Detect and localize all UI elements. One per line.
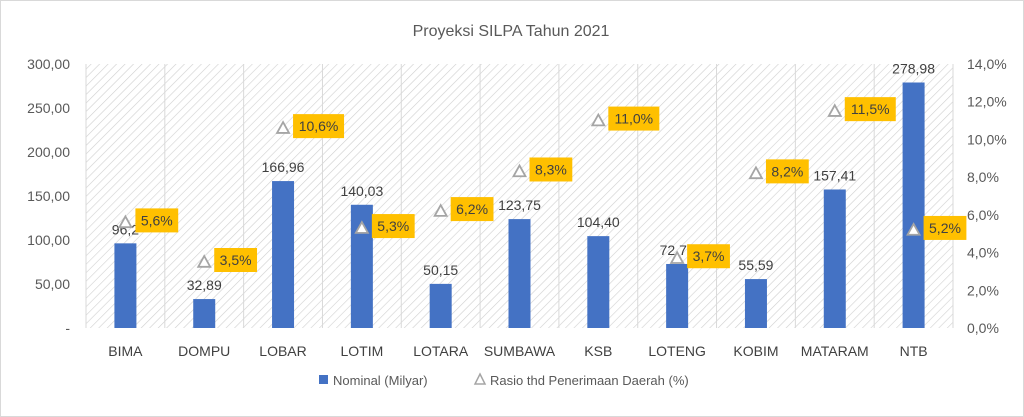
ratio-value-label: 5,6% [141, 212, 173, 228]
ratio-value-label: 10,6% [299, 118, 339, 134]
ratio-value-label: 8,2% [771, 163, 803, 179]
left-y-axis: - 50,00 100,00 150,00 200,00 250,00 300,00 [27, 56, 70, 336]
ratio-label-background [687, 244, 730, 269]
ratio-label-background [923, 215, 967, 240]
left-axis-tick-label: 300,00 [27, 56, 70, 72]
triangle-marker [117, 214, 133, 229]
left-axis-tick-label: 250,00 [27, 100, 70, 116]
bar-value-label: 32,89 [187, 277, 222, 293]
triangle-marker [748, 165, 764, 180]
triangle-marker [669, 250, 685, 264]
legend-label-nominal: Nominal (Milyar) [333, 373, 428, 388]
bar [902, 82, 925, 329]
triangle-marker [906, 222, 922, 236]
bar [508, 219, 531, 328]
bar-value-label: 50,15 [423, 262, 458, 278]
bar [666, 263, 689, 328]
bar [272, 181, 295, 328]
bar [429, 283, 452, 328]
bar [823, 189, 846, 328]
bar-value-label: 278,98 [892, 60, 935, 76]
left-axis-tick-label: 50,00 [35, 276, 70, 292]
category-label: NTB [900, 343, 928, 359]
bar-series [114, 82, 925, 329]
left-axis-tick-label: 150,00 [27, 188, 70, 204]
left-axis-tick-label: - [65, 320, 70, 336]
bar [350, 204, 373, 328]
category-label: KOBIM [733, 343, 778, 359]
category-label: LOTENG [648, 343, 706, 359]
bar-value-label: 140,03 [340, 183, 383, 199]
bar-value-label: 96,2 [112, 221, 139, 237]
category-label: LOTIM [340, 343, 383, 359]
bar [193, 299, 216, 328]
bar-value-label: 72,75 [660, 242, 695, 258]
category-label: SUMBAWA [484, 343, 556, 359]
x-axis: BIMA DOMPU LOBAR LOTIM LOTARA SUMBAWA KSB LOTEN… [108, 343, 927, 359]
bar [587, 236, 610, 328]
ratio-label-background [135, 208, 179, 233]
bar-value-label: 166,96 [262, 159, 305, 175]
ratio-value-label: 5,2% [929, 220, 961, 236]
triangle-marker [196, 254, 212, 268]
ratio-value-label: 3,7% [693, 248, 725, 264]
chart-title: Proyeksi SILPA Tahun 2021 [413, 23, 610, 40]
legend-label-ratio: Rasio thd Penerimaan Daerah (%) [490, 373, 689, 388]
ratio-label-background [844, 97, 896, 122]
legend-marker-ratio [473, 372, 487, 385]
ratio-label-background [450, 197, 494, 222]
category-label: LOBAR [259, 343, 306, 359]
bar [744, 279, 767, 328]
triangle-marker [433, 203, 449, 217]
triangle-marker [275, 120, 291, 134]
right-axis-tick-label: 2,0% [967, 282, 999, 298]
right-axis-tick-label: 12,0% [967, 94, 1007, 110]
category-label: DOMPU [178, 343, 230, 359]
ratio-value-label: 5,3% [377, 218, 409, 234]
category-label: LOTARA [413, 343, 469, 359]
category-label: KSB [584, 343, 612, 359]
ratio-value-label: 6,2% [456, 201, 488, 217]
ratio-label-background [765, 159, 809, 184]
ratio-value-label: 11,0% [614, 111, 653, 127]
bar-value-label: 123,75 [498, 197, 541, 213]
right-axis-tick-label: 8,0% [967, 169, 999, 185]
bar-value-label: 157,41 [813, 167, 856, 183]
ratio-label-background [529, 157, 573, 182]
left-axis-tick-label: 200,00 [27, 144, 70, 160]
left-axis-tick-label: 100,00 [27, 232, 70, 248]
legend: Nominal (Milyar) Rasio thd Penerimaan Dae… [319, 372, 689, 388]
right-axis-tick-label: 10,0% [967, 131, 1007, 147]
ratio-label-background [371, 214, 415, 239]
triangle-marker [827, 103, 843, 117]
right-axis-tick-label: 0,0% [967, 320, 999, 336]
ratio-label-background [293, 114, 345, 139]
ratio-value-label: 3,5% [220, 252, 252, 268]
ratio-series: 5,6% 3,5% 10,6% 5,3% 6,2% 8,3% 11,0% 3,7% 8,2% 11… [117, 97, 967, 272]
category-label: BIMA [108, 343, 143, 359]
right-axis-tick-label: 4,0% [967, 245, 999, 261]
ratio-label-background [214, 248, 258, 272]
triangle-marker [511, 163, 528, 178]
triangle-marker [590, 112, 606, 127]
right-y-axis: 0,0% 2,0% 4,0% 6,0% 8,0% 10,0% 12,0% 14,0% [967, 56, 1007, 336]
bar-data-labels: 96,2 32,89 166,96 140,03 50,15 123,75 104,40 72… [112, 60, 935, 293]
bar [114, 243, 137, 328]
category-label: MATARAM [801, 343, 869, 359]
ratio-value-label: 11,5% [851, 101, 890, 117]
ratio-value-label: 8,3% [535, 161, 567, 177]
right-axis-tick-label: 6,0% [967, 207, 999, 223]
triangle-marker [354, 220, 370, 234]
right-axis-tick-label: 14,0% [967, 56, 1007, 72]
bar-value-label: 55,59 [738, 257, 773, 273]
ratio-label-background [608, 106, 660, 131]
legend-swatch-nominal [319, 375, 328, 384]
bar-value-label: 104,40 [577, 214, 620, 230]
